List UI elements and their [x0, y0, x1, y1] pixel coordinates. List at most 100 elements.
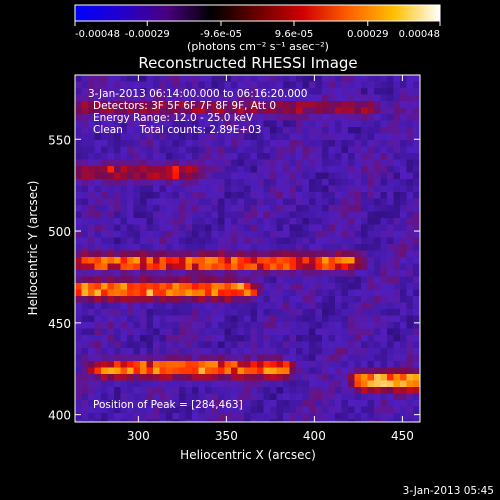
heatmap-cell [192, 120, 199, 128]
heatmap-cell [127, 75, 134, 82]
heatmap-cell [140, 400, 147, 407]
heatmap-cell [107, 114, 115, 121]
heatmap-cell [328, 75, 336, 82]
heatmap-cell [185, 107, 193, 115]
heatmap-cell [179, 315, 186, 323]
heatmap-cell [367, 211, 375, 219]
heatmap-cell [198, 88, 206, 95]
heatmap-cell [114, 380, 121, 388]
heatmap-cell [341, 172, 349, 180]
heatmap-cell [276, 211, 284, 219]
heatmap-cell [354, 263, 362, 271]
heatmap-cell [361, 198, 368, 206]
heatmap-cell [81, 146, 89, 154]
heatmap-cell [185, 380, 193, 388]
heatmap-cell [354, 322, 362, 329]
heatmap-cell [237, 205, 245, 212]
heatmap-cell [406, 198, 414, 206]
heatmap-cell [153, 198, 160, 206]
heatmap-cell [309, 380, 316, 388]
heatmap-cell [159, 257, 167, 264]
heatmap-cell [120, 406, 128, 414]
heatmap-cell [250, 276, 258, 284]
heatmap-cell [328, 179, 336, 186]
heatmap-cell [309, 244, 316, 251]
heatmap-cell [380, 413, 388, 420]
heatmap-cell [185, 387, 193, 394]
heatmap-cell [296, 328, 303, 336]
heatmap-cell [315, 348, 323, 355]
heatmap-cell [159, 179, 167, 186]
heatmap-cell [146, 133, 154, 141]
heatmap-cell [205, 296, 212, 303]
heatmap-cell [159, 250, 167, 258]
heatmap-cell [263, 198, 271, 206]
heatmap-cell [127, 244, 134, 251]
heatmap-cell [309, 361, 316, 368]
heatmap-cell [172, 211, 180, 219]
heatmap-cell [179, 367, 186, 375]
heatmap-cell [114, 263, 121, 271]
heatmap-cell [237, 302, 245, 310]
heatmap-cell [107, 237, 115, 245]
heatmap-cell [120, 114, 128, 121]
heatmap-cell [185, 198, 193, 206]
heatmap-cell [153, 387, 160, 394]
heatmap-cell [133, 185, 141, 193]
heatmap-cell [257, 289, 264, 297]
heatmap-cell [328, 289, 336, 297]
heatmap-cell [88, 270, 95, 277]
heatmap-cell [374, 257, 381, 264]
heatmap-cell [114, 205, 121, 212]
heatmap-cell [231, 354, 238, 362]
heatmap-cell [322, 159, 329, 167]
heatmap-cell [120, 94, 128, 102]
heatmap-cell [75, 179, 82, 186]
heatmap-cell [198, 270, 206, 277]
heatmap-cell [88, 374, 95, 381]
heatmap-cell [283, 101, 290, 108]
heatmap-cell [133, 179, 141, 186]
heatmap-cell [276, 94, 284, 102]
heatmap-cell [250, 302, 258, 310]
heatmap-cell [302, 309, 310, 316]
heatmap-cell [211, 374, 219, 381]
y-tick-label: 450 [48, 317, 71, 331]
heatmap-cell [367, 309, 375, 316]
heatmap-cell [380, 159, 388, 167]
heatmap-cell [387, 387, 394, 394]
heatmap-cell [413, 380, 420, 388]
heatmap-cell [380, 107, 388, 115]
heatmap-cell [322, 354, 329, 362]
heatmap-cell [75, 218, 82, 225]
heatmap-cell [270, 211, 277, 219]
heatmap-cell [218, 133, 225, 141]
heatmap-cell [413, 250, 420, 258]
heatmap-cell [413, 81, 420, 89]
heatmap-cell [354, 153, 362, 160]
heatmap-cell [140, 114, 147, 121]
heatmap-cell [413, 94, 420, 102]
heatmap-cell [380, 289, 388, 297]
heatmap-cell [146, 127, 154, 134]
heatmap-cell [244, 94, 251, 102]
heatmap-cell [309, 296, 316, 303]
heatmap-cell [341, 419, 349, 422]
heatmap-cell [380, 88, 388, 95]
heatmap-cell [114, 120, 121, 128]
heatmap-cell [224, 218, 232, 225]
heatmap-cell [159, 224, 167, 232]
heatmap-cell [179, 283, 186, 290]
heatmap-cell [335, 393, 342, 401]
heatmap-cell [198, 419, 206, 422]
heatmap-cell [374, 120, 381, 128]
heatmap-cell [263, 75, 271, 82]
heatmap-cell [257, 328, 264, 336]
heatmap-cell [146, 419, 154, 422]
heatmap-cell [231, 283, 238, 290]
heatmap-cell [75, 302, 82, 310]
heatmap-cell [393, 244, 401, 251]
heatmap-cell [257, 146, 264, 154]
heatmap-cell [120, 133, 128, 141]
heatmap-cell [224, 296, 232, 303]
